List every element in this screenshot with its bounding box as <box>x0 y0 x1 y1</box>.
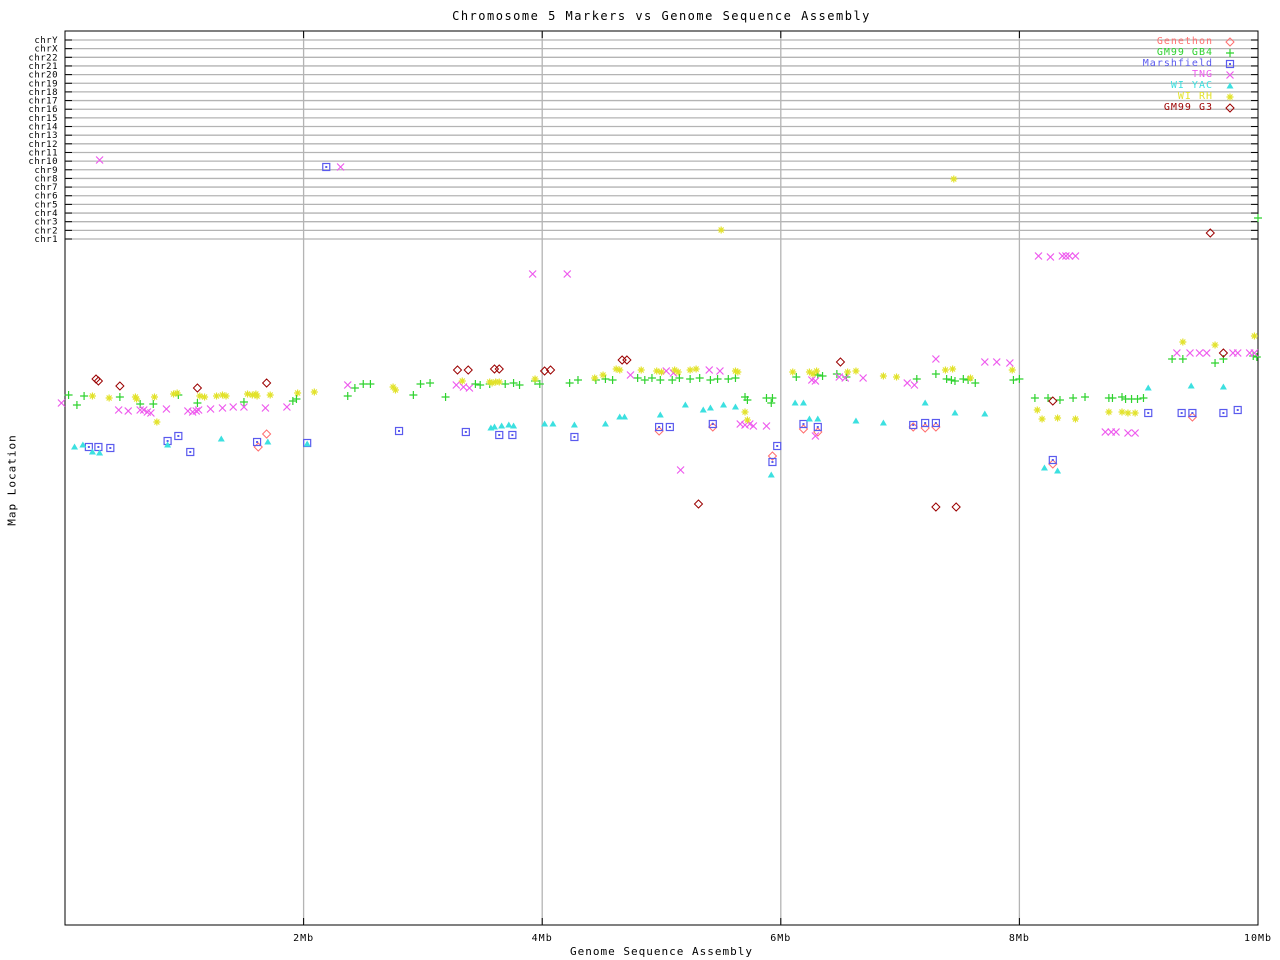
legend-label: WI RH <box>1177 91 1213 102</box>
legend-marker-icon <box>1225 102 1235 113</box>
y-axis-label: Map Location <box>5 434 19 526</box>
y-tick-label: chr12 <box>28 140 58 150</box>
legend-marker-icon <box>1226 82 1234 88</box>
legend-item-marshfield: Marshfield <box>1143 58 1239 69</box>
y-tick-label: chrX <box>34 45 58 55</box>
y-tick-label: chr2 <box>34 226 58 236</box>
legend-marker-icon <box>1226 93 1234 100</box>
y-tick-label: chr20 <box>28 71 58 81</box>
y-tick-label: chr10 <box>28 157 58 167</box>
series-gm99-gb4 <box>64 214 1262 409</box>
x-tick-label: 8Mb <box>1009 933 1030 944</box>
y-tick-label: chr9 <box>34 166 58 176</box>
legend-label: Genethon <box>1156 36 1213 47</box>
legend-label: TNG <box>1191 69 1213 80</box>
y-tick-label: chr16 <box>28 105 58 115</box>
y-tick-label: chr6 <box>34 192 58 202</box>
legend-marker-icon <box>1226 48 1234 57</box>
y-tick-label: chr18 <box>28 88 58 98</box>
y-tick-label: chr8 <box>34 174 58 184</box>
legend-item-gm99-gb4: GM99 GB4 <box>1143 47 1239 58</box>
legend-item-tng: TNG <box>1143 69 1239 80</box>
y-tick-label: chr13 <box>28 131 58 141</box>
x-tick-label: 6Mb <box>770 933 791 944</box>
series-genethon <box>253 412 1198 469</box>
y-tick-label: chr17 <box>28 97 58 107</box>
legend-marker-icon <box>1225 59 1235 68</box>
y-tick-label: chr4 <box>34 209 58 219</box>
series-marshfield <box>84 162 1242 467</box>
x-tick-label: 10Mb <box>1244 933 1272 944</box>
y-tick-label: chr7 <box>34 183 58 193</box>
y-tick-label: chr11 <box>28 148 58 158</box>
y-tick-label: chr5 <box>34 200 58 210</box>
legend-marker-icon <box>1225 36 1235 47</box>
series-wi-rh <box>88 175 1258 426</box>
x-axis-label: Genome Sequence Assembly <box>570 945 753 958</box>
x-tick-label: 2Mb <box>293 933 314 944</box>
legend-item-genethon: Genethon <box>1143 36 1239 47</box>
y-tick-label: chr1 <box>34 235 58 245</box>
series-tng <box>57 156 1259 474</box>
y-tick-label: chr14 <box>28 123 58 133</box>
legend-label: GM99 GB4 <box>1156 47 1213 58</box>
y-tick-label: chr3 <box>34 218 58 228</box>
x-tick-label: 4Mb <box>532 933 553 944</box>
y-tick-label: chr21 <box>28 62 58 72</box>
y-tick-label: chr19 <box>28 79 58 89</box>
legend-label: GM99 G3 <box>1163 102 1213 113</box>
legend-item-gm99-g3: GM99 G3 <box>1143 102 1239 113</box>
series-wi-yac <box>71 382 1227 478</box>
legend-item-wi-yac: WI YAC <box>1143 80 1239 91</box>
legend-label: Marshfield <box>1142 58 1213 69</box>
series-gm99-g3 <box>91 228 1229 512</box>
legend-marker-icon <box>1226 70 1234 79</box>
legend: Genethon GM99 GB4 Marshfield TNG WI YAC WI RH… <box>1143 36 1239 113</box>
y-tick-label: chrY <box>34 36 58 46</box>
legend-item-wi-rh: WI RH <box>1143 91 1239 102</box>
legend-label: WI YAC <box>1170 80 1213 91</box>
y-tick-label: chr15 <box>28 114 58 124</box>
y-tick-label: chr22 <box>28 53 58 63</box>
chart-title: Chromosome 5 Markers vs Genome Sequence … <box>452 9 871 23</box>
